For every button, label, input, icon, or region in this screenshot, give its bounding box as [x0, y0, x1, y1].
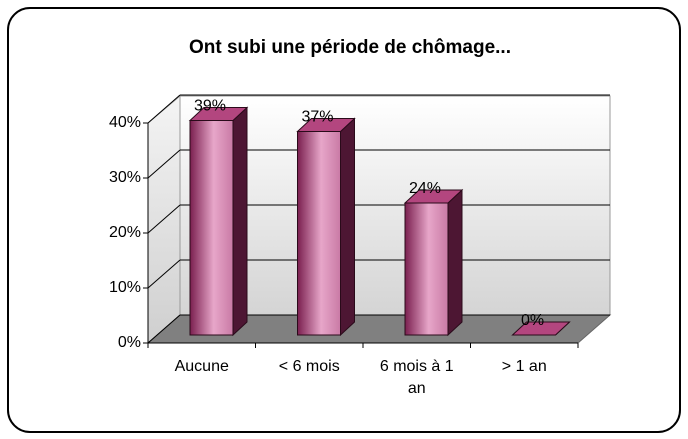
- x-tick-label: 6 mois à 1 an: [379, 358, 454, 397]
- bar: [297, 131, 341, 336]
- y-tick-label: 40%: [109, 114, 141, 131]
- bar-side: [340, 117, 355, 337]
- grid-line-side: [147, 314, 181, 344]
- x-tick-label: < 6 mois: [278, 358, 340, 375]
- grid-line-side: [147, 94, 181, 124]
- y-tick-label: 20%: [109, 224, 141, 241]
- value-label: 0%: [521, 312, 544, 329]
- grid-line-side: [147, 149, 181, 179]
- chart-title: Ont subi une période de chômage...: [189, 37, 511, 58]
- x-tick-label: > 1 an: [501, 358, 547, 375]
- value-label: 24%: [409, 180, 441, 197]
- y-tick-label: 0%: [118, 334, 141, 351]
- value-label: 37%: [301, 109, 333, 126]
- value-label: 39%: [194, 98, 226, 115]
- y-tick-label: 10%: [109, 279, 141, 296]
- bar: [189, 120, 234, 336]
- bar-side: [232, 106, 248, 337]
- x-tick-label: Aucune: [174, 358, 229, 375]
- bar-side: [447, 188, 463, 337]
- bar: [404, 202, 449, 336]
- grid-line-side: [147, 259, 181, 289]
- bar-top: [511, 321, 571, 336]
- y-tick-label: 30%: [109, 169, 141, 186]
- grid: [147, 94, 610, 344]
- grid-line-side: [147, 204, 181, 234]
